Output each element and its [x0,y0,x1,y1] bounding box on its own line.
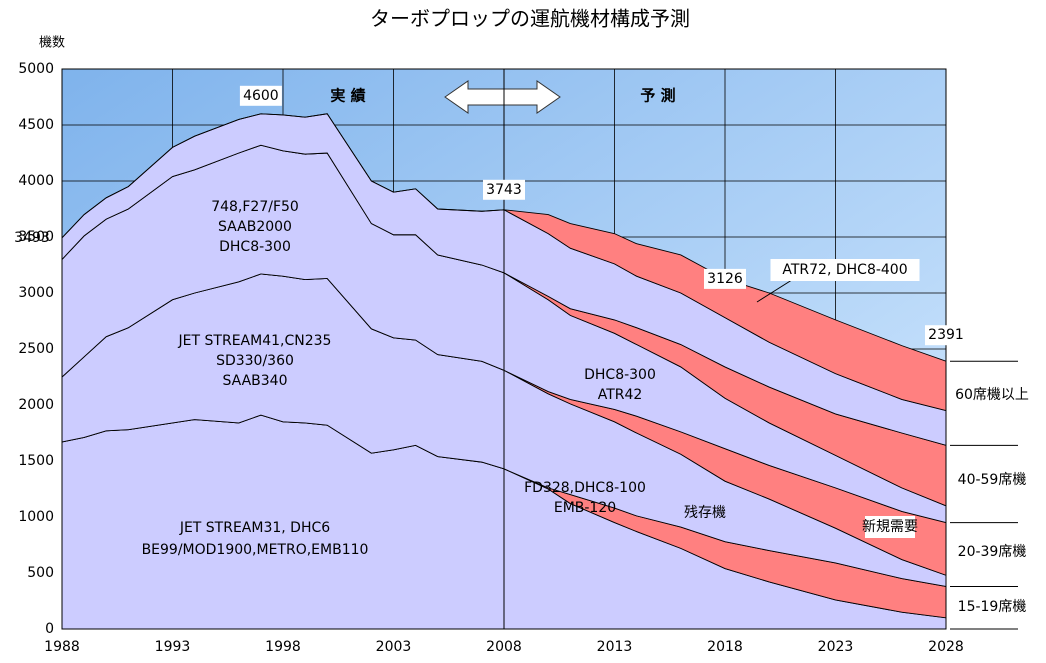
annotation: JET STREAM41,CN235 [178,333,332,349]
x-tick-label: 2013 [597,639,633,655]
label-box [239,85,282,106]
x-tick-label: 2003 [376,639,412,655]
x-tick-label: 1998 [265,639,301,655]
x-tick-label: 2008 [486,639,522,655]
period-arrow [444,80,561,114]
label-box [925,325,967,346]
period-label: 実 績 [330,87,365,105]
x-tick-label: 1993 [155,639,191,655]
annotation: FD328,DHC8-100 [524,480,646,496]
period-label: 予 測 [640,87,675,105]
y-tick-label: 4500 [18,117,54,133]
annotation: SAAB340 [222,373,287,389]
label-box [483,179,525,200]
annotation: SD330/360 [216,353,294,369]
annotation: SAAB2000 [218,219,292,235]
annotation: BE99/MOD1900,METRO,EMB110 [142,542,369,558]
y-tick-label: 3500 [18,229,54,245]
y-tick-label: 5000 [18,61,54,77]
y-axis-label: 機数 [39,36,65,51]
leader-line [756,277,796,303]
y-tick-label: 0 [45,621,54,637]
y-tick-label: 500 [27,565,54,581]
annotation: ATR42 [598,387,643,403]
group-label: 60席機以上 [955,387,1029,403]
total-label: 3493 [14,230,50,246]
annotation: DHC8-300 [584,367,656,383]
annotation: 新規需要 [862,519,918,535]
x-tick-label: 2018 [707,639,743,655]
annotation: EMB-120 [554,500,616,516]
chart-title: ターボプロップの運航機材構成予測 [370,7,690,31]
y-tick-label: 4000 [18,173,54,189]
x-tick-label: 1988 [44,639,80,655]
annotation-box [865,516,915,538]
group-label: 40-59席機 [958,472,1027,488]
annotation: ATR72, DHC8-400 [782,262,907,278]
total-label: 4600 [243,88,279,104]
y-tick-label: 2000 [18,397,54,413]
annotation: DHC8-300 [219,239,291,255]
total-label: 2391 [928,327,964,343]
total-label: 3743 [486,182,522,198]
total-label: 3126 [707,271,743,287]
y-tick-label: 2500 [18,341,54,357]
label-box [704,268,746,289]
group-label: 20-39席機 [958,544,1027,560]
y-tick-label: 3000 [18,285,54,301]
annotation-box [770,259,920,281]
annotation: 残存機 [684,505,726,521]
y-tick-label: 1500 [18,453,54,469]
group-label: 15-19席機 [958,599,1027,615]
y-tick-label: 1000 [18,509,54,525]
annotation: 748,F27/F50 [211,199,299,215]
x-tick-label: 2028 [928,639,964,655]
annotation: JET STREAM31, DHC6 [179,520,330,536]
x-tick-label: 2023 [818,639,854,655]
